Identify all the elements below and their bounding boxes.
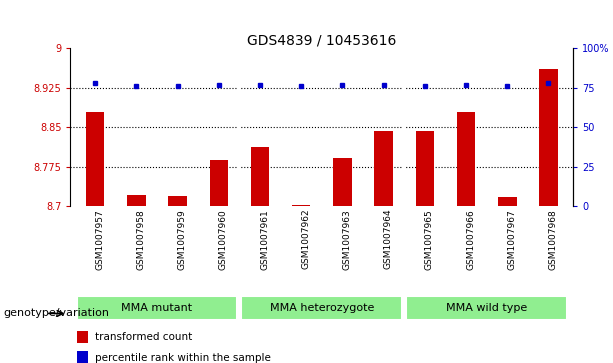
Text: genotype/variation: genotype/variation	[3, 309, 109, 318]
Text: GSM1007957: GSM1007957	[95, 209, 104, 270]
Bar	[457, 113, 475, 206]
Text: GSM1007965: GSM1007965	[425, 209, 434, 270]
Bar	[251, 147, 269, 206]
Text: MMA wild type: MMA wild type	[446, 303, 527, 313]
Bar	[292, 205, 311, 206]
Title: GDS4839 / 10453616: GDS4839 / 10453616	[247, 33, 397, 47]
Text: GSM1007958: GSM1007958	[137, 209, 145, 270]
Text: GSM1007961: GSM1007961	[260, 209, 269, 270]
Bar	[169, 196, 187, 206]
Bar	[77, 331, 88, 343]
Bar	[375, 131, 393, 206]
Text: GSM1007967: GSM1007967	[507, 209, 516, 270]
Text: MMA mutant: MMA mutant	[121, 303, 192, 313]
Text: GSM1007968: GSM1007968	[549, 209, 557, 270]
Text: GSM1007964: GSM1007964	[384, 209, 393, 269]
Text: GSM1007960: GSM1007960	[219, 209, 228, 270]
Text: GSM1007966: GSM1007966	[466, 209, 475, 270]
Bar	[416, 131, 434, 206]
Text: transformed count: transformed count	[95, 332, 192, 342]
FancyBboxPatch shape	[77, 297, 237, 320]
FancyBboxPatch shape	[242, 297, 402, 320]
Bar	[539, 69, 558, 206]
Text: GSM1007959: GSM1007959	[178, 209, 186, 270]
Bar	[127, 195, 146, 206]
FancyBboxPatch shape	[406, 297, 567, 320]
Text: percentile rank within the sample: percentile rank within the sample	[95, 352, 271, 363]
Text: GSM1007962: GSM1007962	[301, 209, 310, 269]
Bar	[210, 160, 228, 206]
Text: MMA heterozygote: MMA heterozygote	[270, 303, 374, 313]
Bar	[86, 113, 104, 206]
Text: GSM1007963: GSM1007963	[343, 209, 351, 270]
Bar	[333, 158, 352, 206]
Bar	[498, 197, 517, 206]
Bar	[77, 351, 88, 363]
